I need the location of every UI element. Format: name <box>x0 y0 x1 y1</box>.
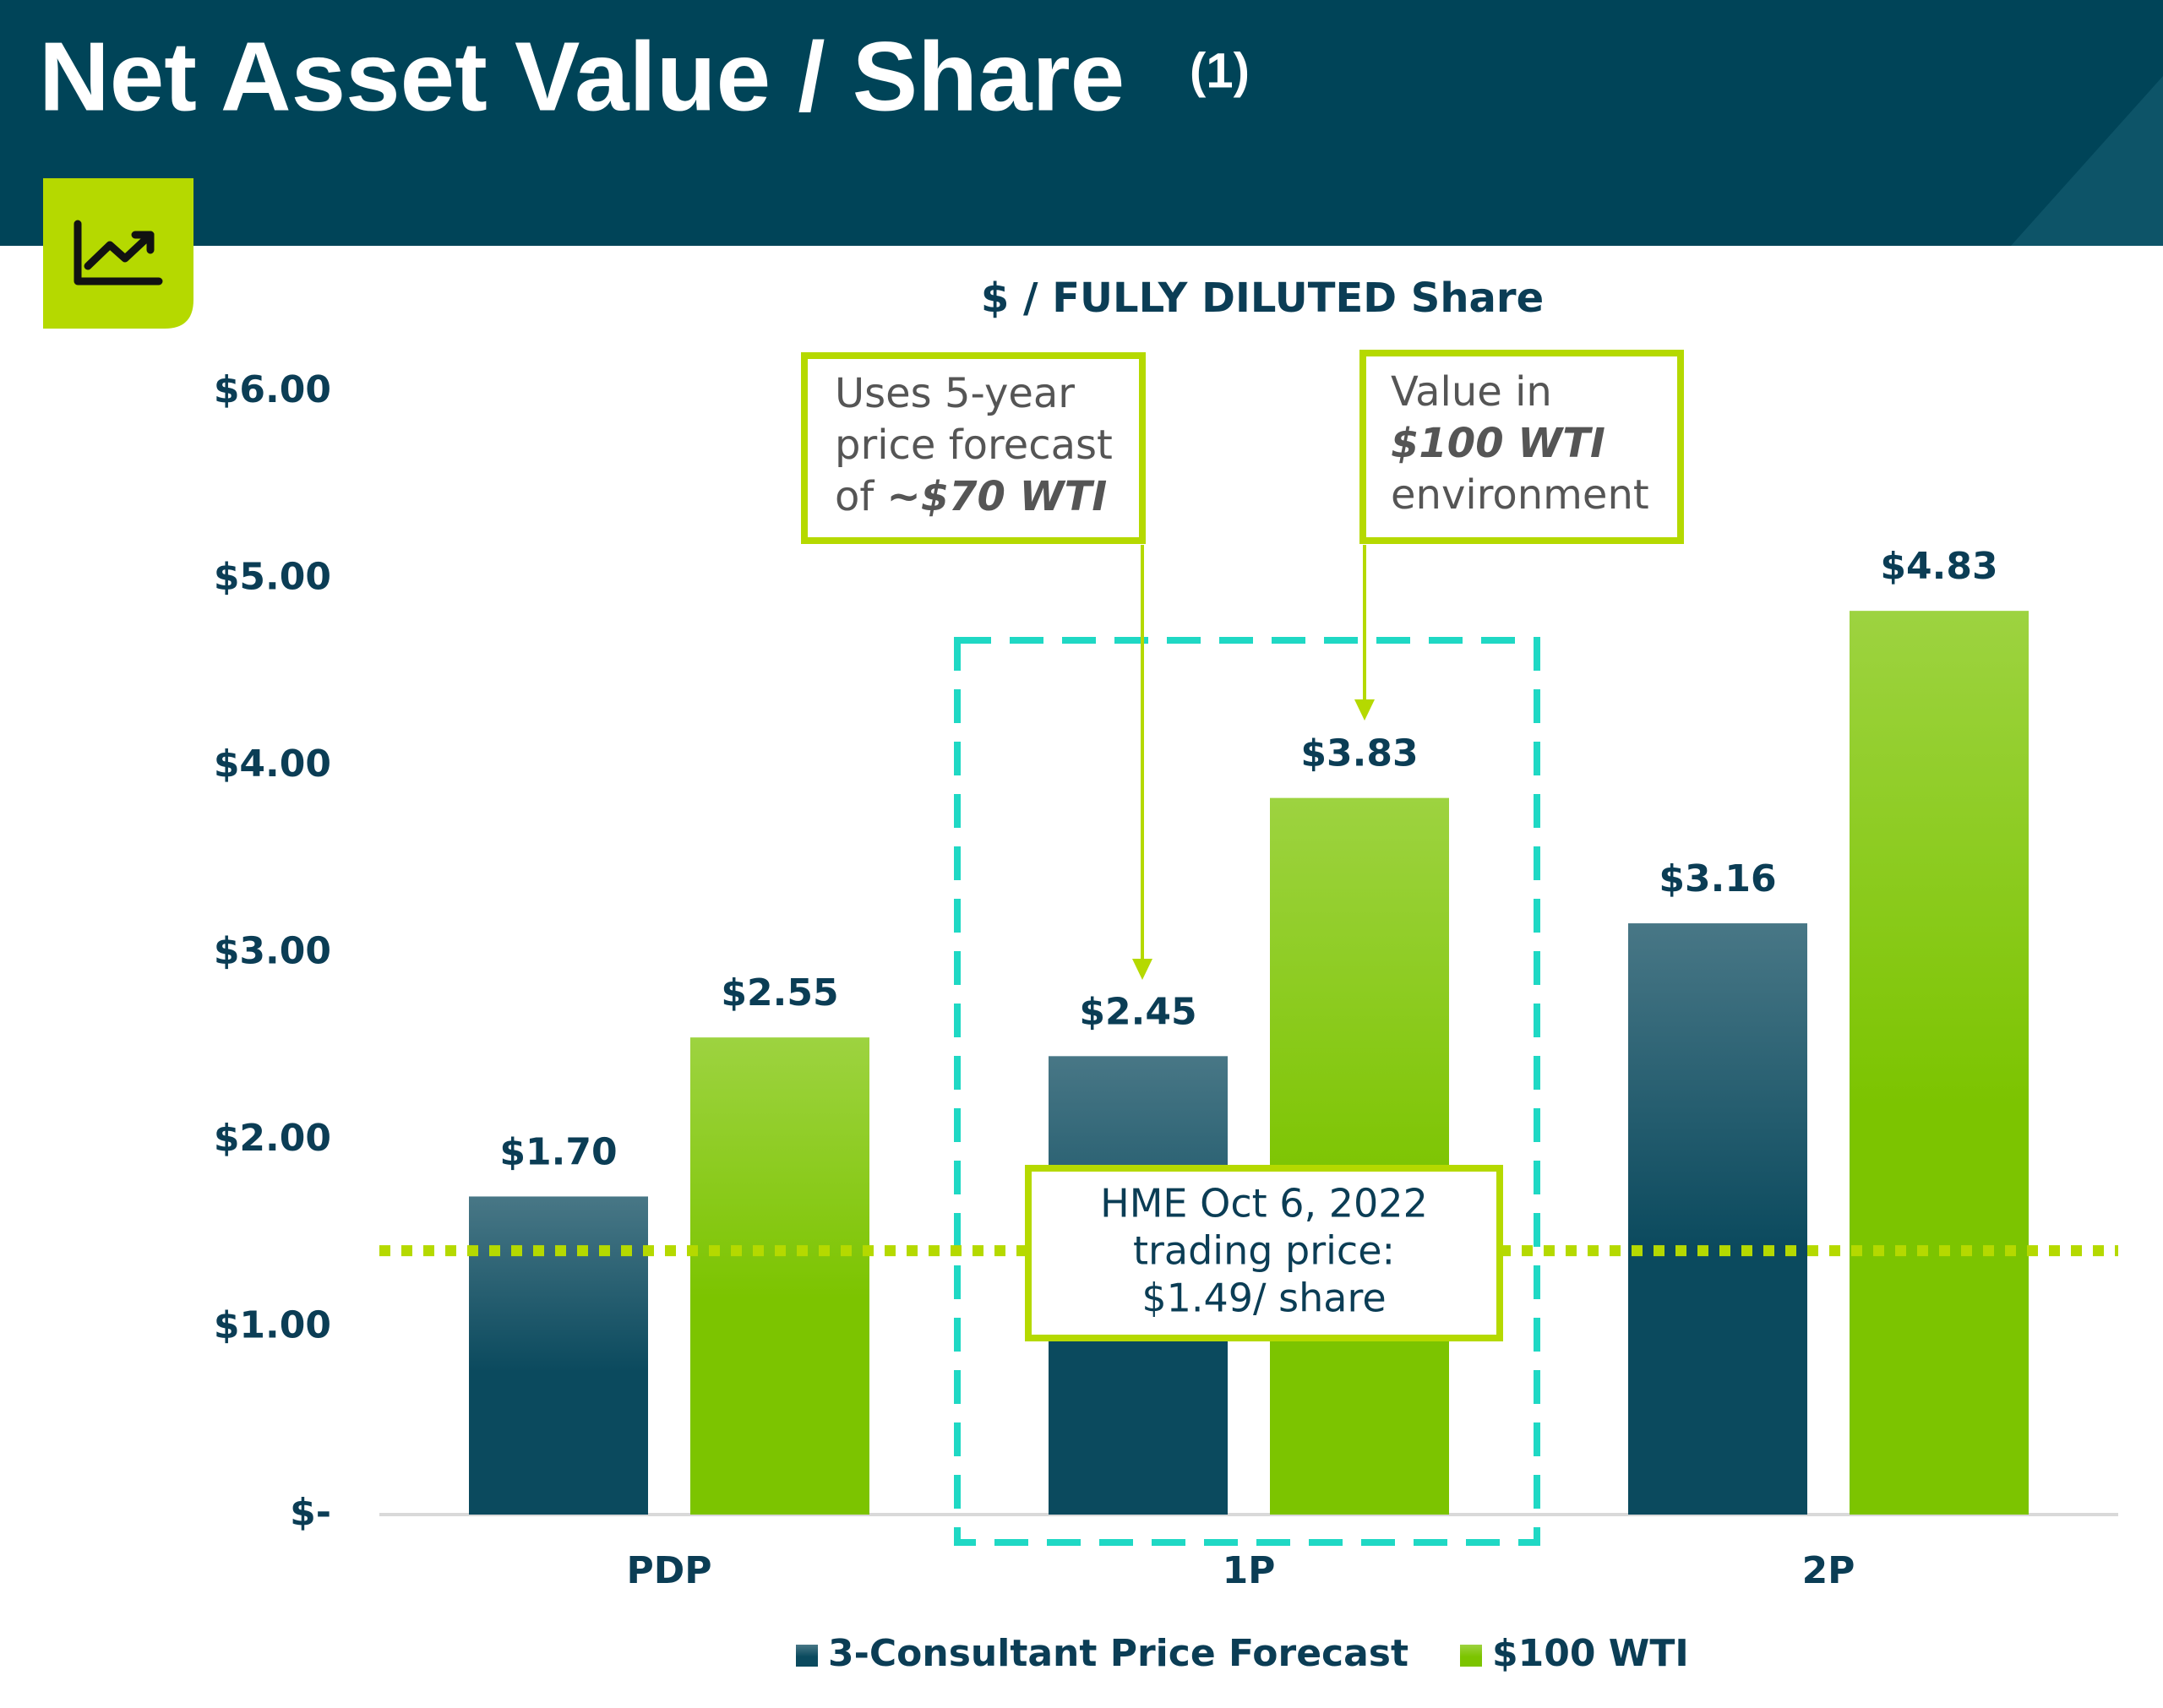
annotation-segment: of <box>835 473 887 520</box>
legend-swatch <box>796 1645 818 1667</box>
y-tick-label: $5.00 <box>214 556 331 599</box>
header-accent <box>2011 76 2163 246</box>
value-label: $2.45 <box>1079 990 1196 1033</box>
highlight-box <box>954 637 1540 1546</box>
bar <box>469 1196 648 1515</box>
annotation-box <box>1359 350 1684 544</box>
legend-swatch <box>1460 1645 1482 1667</box>
legend-label: 3-Consultant Price Forecast <box>828 1632 1408 1675</box>
bar <box>690 1037 869 1515</box>
plot-area: $- $1.00 $2.00 $3.00 $4.00 $5.00 $6.00 PDP $1.70… <box>214 368 2118 1592</box>
value-label: $3.83 <box>1300 732 1418 775</box>
header-band <box>0 0 2163 246</box>
bar <box>1270 797 1449 1515</box>
y-tick-label: $2.00 <box>214 1117 331 1160</box>
reference-label: trading price: <box>1133 1228 1395 1274</box>
reference-label-box <box>1025 1165 1503 1341</box>
reference-label: $1.49/ share <box>1141 1276 1386 1321</box>
annotation-segment: Value in <box>1391 368 1552 416</box>
value-label: $2.55 <box>721 971 838 1014</box>
annotation-arrows <box>1132 545 1375 980</box>
title-note: (1) <box>1190 43 1250 98</box>
reference-label: HME Oct 6, 2022 <box>1100 1181 1428 1227</box>
page-title: Net Asset Value / Share <box>39 22 1125 132</box>
annotation-box <box>801 352 1146 544</box>
y-tick-label: $6.00 <box>214 368 331 411</box>
annotation-segment: $100 WTI <box>1391 420 1605 467</box>
bar <box>1628 923 1807 1515</box>
legend-label: $100 WTI <box>1492 1632 1689 1675</box>
annotation-segment: price forecast <box>835 422 1113 469</box>
value-label: $3.16 <box>1659 857 1776 900</box>
y-tick-label: $1.00 <box>214 1304 331 1347</box>
annotation-text: Value in $100 WTI environment <box>1391 368 1649 519</box>
value-label: $1.70 <box>499 1130 617 1173</box>
value-label: $4.83 <box>1880 545 1997 588</box>
x-tick-label: PDP <box>626 1549 711 1592</box>
chart-subtitle: $ / FULLY DILUTED Share <box>981 275 1544 322</box>
annotation-segment: ~$70 WTI <box>887 473 1108 520</box>
bar <box>1850 611 2029 1515</box>
annotation-text: Uses 5-year price forecast of ~$70 WTI <box>835 370 1113 520</box>
y-tick-label: $4.00 <box>214 742 331 786</box>
annotation-segment: environment <box>1391 471 1649 519</box>
y-tick-label: $- <box>290 1491 331 1534</box>
x-tick-label: 2P <box>1802 1549 1855 1592</box>
x-tick-label: 1P <box>1223 1549 1276 1592</box>
annotation-segment: Uses 5-year <box>835 370 1075 417</box>
y-tick-label: $3.00 <box>214 930 331 973</box>
chart-icon <box>74 220 163 286</box>
